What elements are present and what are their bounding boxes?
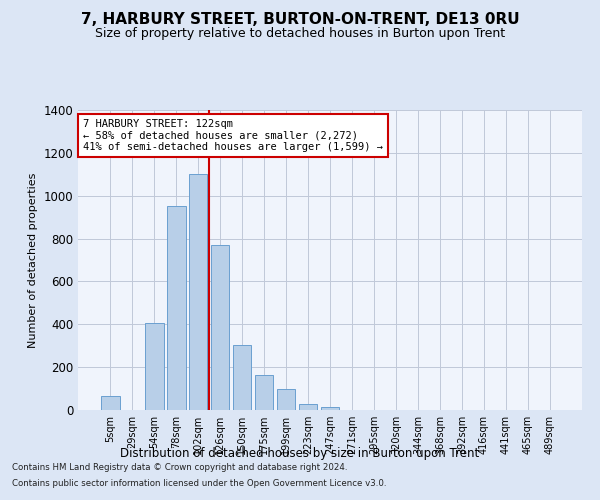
Bar: [320, 407, 340, 410]
Y-axis label: Number of detached properties: Number of detached properties: [28, 172, 38, 348]
Text: Distribution of detached houses by size in Burton upon Trent: Distribution of detached houses by size …: [121, 448, 479, 460]
Bar: [255, 374, 274, 410]
Bar: [299, 404, 317, 410]
Bar: [101, 396, 119, 410]
Text: Contains public sector information licensed under the Open Government Licence v3: Contains public sector information licen…: [12, 478, 386, 488]
Bar: [211, 245, 229, 410]
Text: 7 HARBURY STREET: 122sqm
← 58% of detached houses are smaller (2,272)
41% of sem: 7 HARBURY STREET: 122sqm ← 58% of detach…: [83, 119, 383, 152]
Bar: [167, 206, 185, 410]
Text: Contains HM Land Registry data © Crown copyright and database right 2024.: Contains HM Land Registry data © Crown c…: [12, 464, 347, 472]
Bar: [145, 323, 164, 410]
Bar: [277, 388, 295, 410]
Bar: [189, 174, 208, 410]
Text: Size of property relative to detached houses in Burton upon Trent: Size of property relative to detached ho…: [95, 28, 505, 40]
Bar: [233, 344, 251, 410]
Text: 7, HARBURY STREET, BURTON-ON-TRENT, DE13 0RU: 7, HARBURY STREET, BURTON-ON-TRENT, DE13…: [80, 12, 520, 28]
